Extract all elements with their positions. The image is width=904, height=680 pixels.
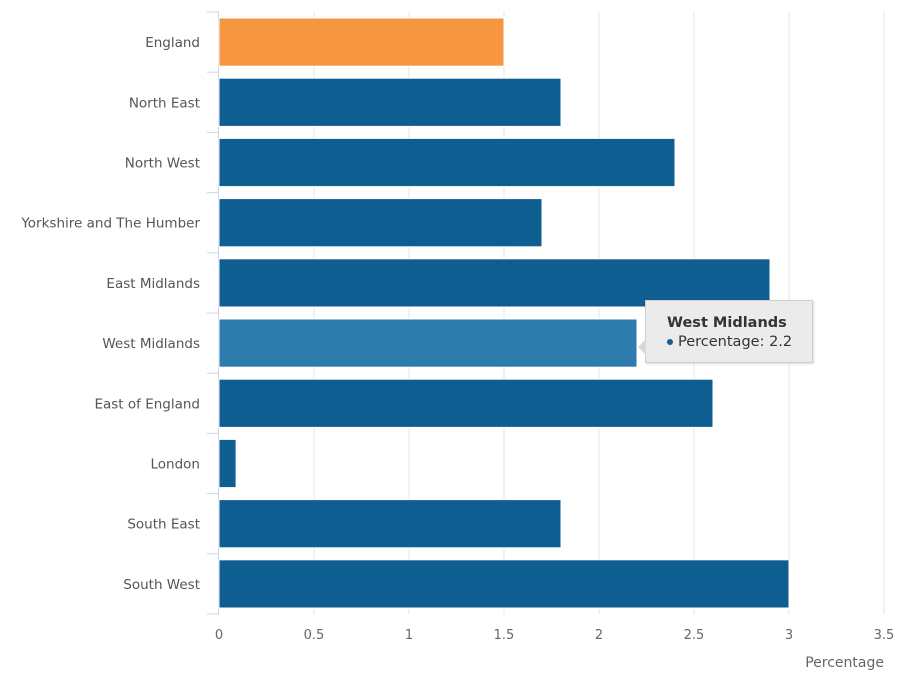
bar-north-west [218, 137, 676, 188]
bar-east-midlands [218, 258, 771, 308]
x-axis-title: Percentage [805, 655, 884, 671]
bar-yorkshire-and-the-humber [218, 198, 543, 248]
bar-south-east [218, 499, 562, 549]
x-tick-label: 0 [215, 628, 223, 643]
x-tick-label: 2.5 [684, 628, 705, 643]
category-label: West Midlands [102, 336, 200, 352]
x-tick-label: 2 [595, 628, 603, 643]
bar-east-of-england [218, 378, 714, 428]
category-label: Yorkshire and The Humber [20, 216, 200, 232]
tooltip-title: West Midlands [667, 315, 787, 331]
x-tick-label: 0.5 [304, 628, 325, 643]
x-tick-label: 1.5 [494, 628, 515, 643]
category-label: East of England [94, 396, 200, 412]
tooltip-value: Percentage: 2.2 [678, 334, 793, 350]
category-label: London [151, 457, 201, 473]
bar-west-midlands [218, 318, 638, 368]
x-tick-label: 1 [405, 628, 413, 643]
category-label: South East [127, 517, 200, 533]
x-tick-label: 3 [785, 628, 793, 643]
bar-london [218, 438, 237, 489]
category-label: East Midlands [106, 276, 200, 292]
bar-north-east [218, 77, 562, 127]
category-label: North East [129, 95, 200, 111]
x-tick-label: 3.5 [874, 628, 895, 643]
tooltip-arrow [638, 339, 646, 355]
category-label: South West [123, 577, 200, 593]
category-label: England [145, 35, 200, 51]
series-dot-icon [667, 339, 673, 345]
tooltip: West Midlands Percentage: 2.2 [638, 300, 814, 363]
bar-england [218, 17, 505, 67]
bar-south-west [218, 559, 790, 609]
category-label: North West [125, 156, 200, 172]
